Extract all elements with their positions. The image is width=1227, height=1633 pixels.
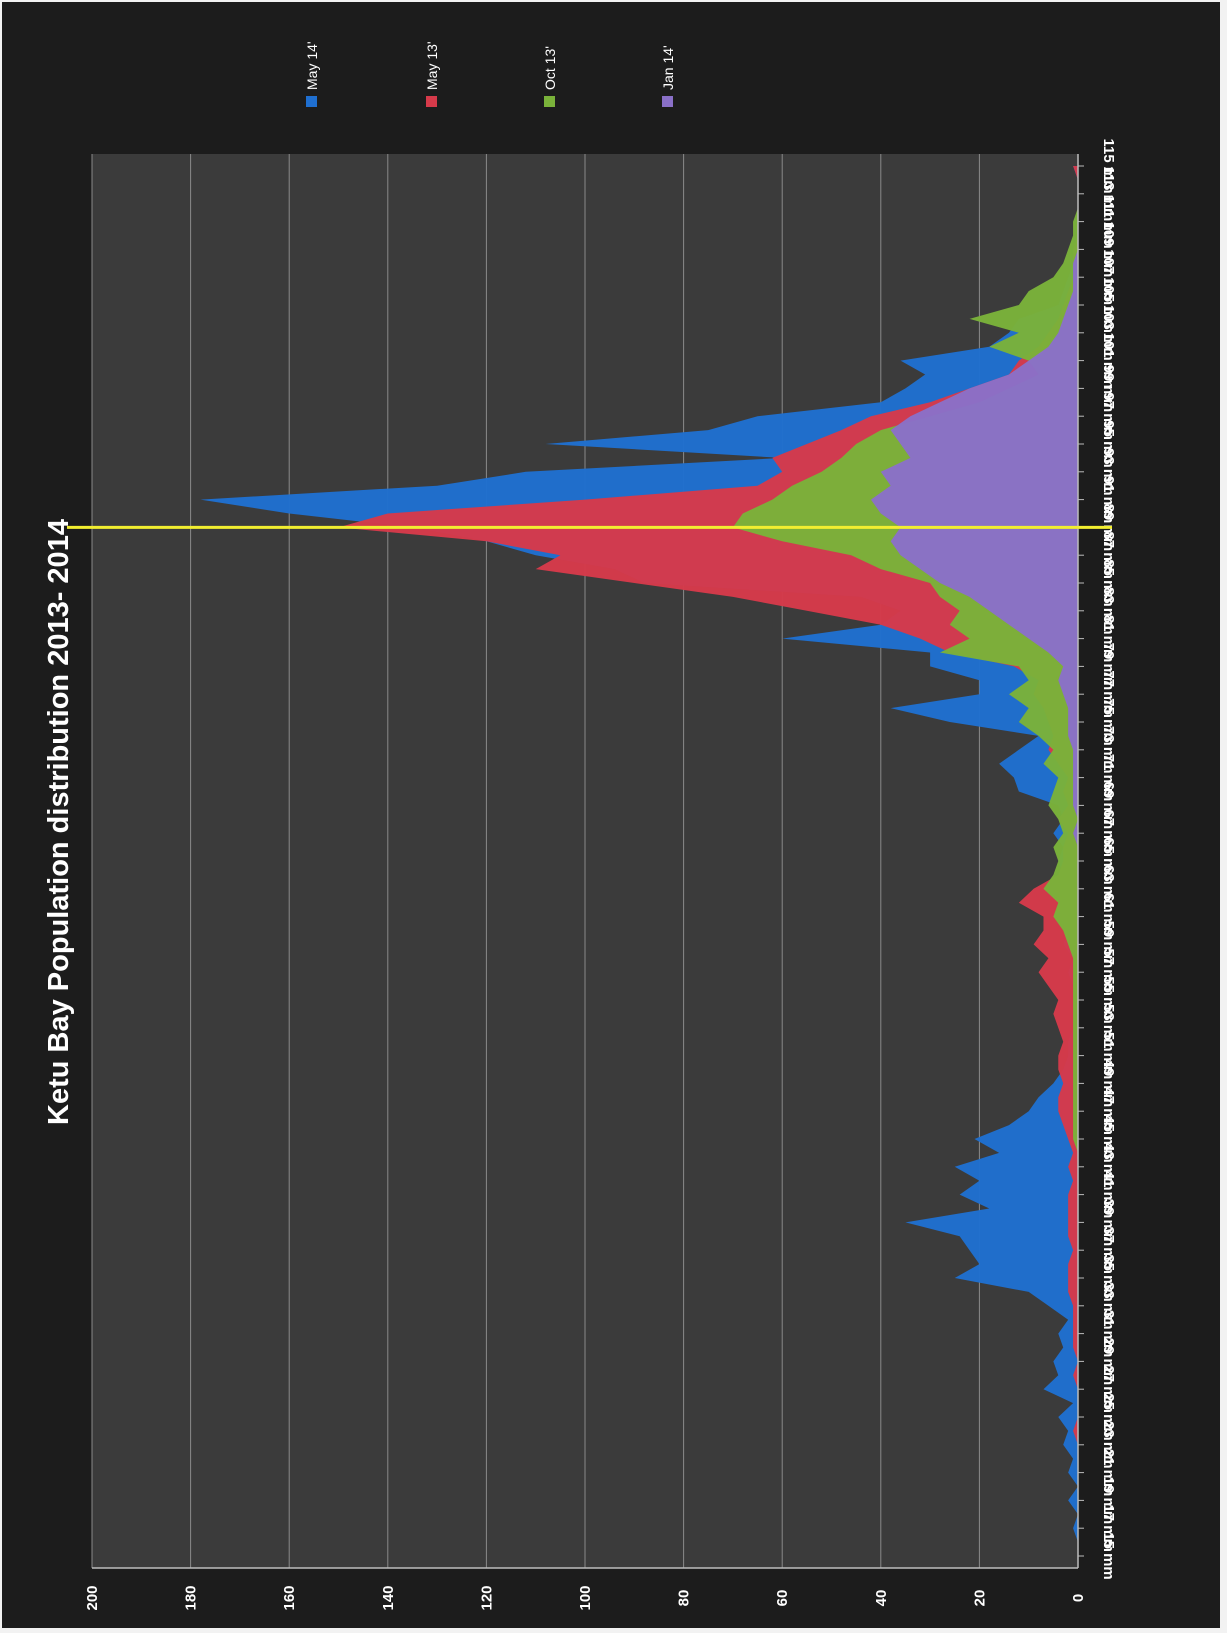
category-tick-label: 45 mm bbox=[1100, 1115, 1117, 1163]
category-tick-label: 49 mm bbox=[1100, 1060, 1117, 1108]
value-tick-label: 160 bbox=[281, 1585, 298, 1610]
category-tick-label: 65 mm bbox=[1100, 837, 1117, 885]
legend-swatch bbox=[426, 96, 437, 107]
category-tick-label: 17 mm bbox=[1100, 1504, 1117, 1552]
legend-entry-label: Oct 13' bbox=[542, 46, 558, 90]
legend-swatch bbox=[662, 96, 673, 107]
value-tick-label: 20 bbox=[971, 1590, 988, 1607]
chart-title: Ketu Bay Population distribution 2013- 2… bbox=[43, 519, 75, 1125]
category-tick-label: 93 mm bbox=[1100, 448, 1117, 496]
legend-swatch bbox=[544, 96, 555, 107]
value-tick-label: 80 bbox=[676, 1590, 693, 1607]
category-tick-label: 53 mm bbox=[1100, 1004, 1117, 1052]
category-tick-label: 29 mm bbox=[1100, 1338, 1117, 1386]
legend-entry-label: Jan 14' bbox=[660, 45, 676, 90]
category-tick-label: 111 mm bbox=[1100, 194, 1117, 248]
category-tick-label: 39 mm bbox=[1100, 1199, 1117, 1247]
category-tick-label: 105 mm bbox=[1100, 277, 1117, 333]
category-tick-label: 37 mm bbox=[1100, 1226, 1117, 1274]
category-tick-label: 51 mm bbox=[1100, 1032, 1117, 1080]
category-tick-label: 23 mm bbox=[1100, 1421, 1117, 1469]
value-tick-label: 40 bbox=[873, 1590, 890, 1607]
category-tick-label: 79 mm bbox=[1100, 643, 1117, 691]
category-tick-label: 43 mm bbox=[1100, 1143, 1117, 1191]
category-tick-label: 41 mm bbox=[1100, 1171, 1117, 1219]
category-tick-label: 75 mm bbox=[1100, 698, 1117, 746]
value-tick-label: 140 bbox=[380, 1585, 397, 1610]
category-tick-label: 67 mm bbox=[1100, 809, 1117, 857]
series-area-4 bbox=[870, 166, 1078, 1556]
category-tick-label: 77 mm bbox=[1100, 670, 1117, 718]
value-tick-label: 60 bbox=[774, 1590, 791, 1607]
category-tick-label: 87 mm bbox=[1100, 531, 1117, 579]
category-tick-label: 85 mm bbox=[1100, 559, 1117, 607]
category-tick-label: 33 mm bbox=[1100, 1282, 1117, 1330]
legend-entry-label: May 14' bbox=[304, 41, 320, 90]
category-tick-label: 55 mm bbox=[1100, 976, 1117, 1024]
category-tick-label: 115 mm bbox=[1100, 138, 1117, 193]
category-tick-label: 107 mm bbox=[1100, 249, 1117, 305]
category-tick-label: 73 mm bbox=[1100, 726, 1117, 774]
category-tick-label: 15 mm bbox=[1100, 1532, 1117, 1580]
category-tick-label: 113 mm bbox=[1100, 166, 1117, 221]
category-tick-label: 31 mm bbox=[1100, 1310, 1117, 1358]
category-tick-label: 83 mm bbox=[1100, 587, 1117, 635]
category-tick-label: 47 mm bbox=[1100, 1087, 1117, 1135]
category-tick-label: 99 mm bbox=[1100, 365, 1117, 413]
category-tick-label: 81 mm bbox=[1100, 615, 1117, 663]
category-tick-label: 97 mm bbox=[1100, 392, 1117, 440]
category-tick-label: 35 mm bbox=[1100, 1254, 1117, 1302]
category-tick-label: 69 mm bbox=[1100, 782, 1117, 830]
value-tick-label: 0 bbox=[1070, 1594, 1087, 1602]
category-tick-label: 103 mm bbox=[1100, 305, 1117, 361]
category-tick-label: 95 mm bbox=[1100, 420, 1117, 468]
legend-swatch bbox=[306, 96, 317, 107]
category-tick-label: 25 mm bbox=[1100, 1393, 1117, 1441]
value-tick-label: 120 bbox=[478, 1585, 495, 1610]
value-tick-label: 200 bbox=[84, 1585, 101, 1610]
category-tick-label: 61 mm bbox=[1100, 893, 1117, 941]
category-tick-label: 63 mm bbox=[1100, 865, 1117, 913]
category-tick-label: 59 mm bbox=[1100, 921, 1117, 969]
value-tick-label: 100 bbox=[577, 1585, 594, 1610]
category-tick-label: 19 mm bbox=[1100, 1477, 1117, 1525]
value-tick-label: 180 bbox=[183, 1585, 200, 1610]
category-tick-label: 109 mm bbox=[1100, 221, 1117, 277]
category-tick-label: 101 mm bbox=[1100, 333, 1117, 389]
category-tick-label: 57 mm bbox=[1100, 948, 1117, 996]
category-tick-label: 27 mm bbox=[1100, 1365, 1117, 1413]
category-tick-label: 71 mm bbox=[1100, 754, 1117, 802]
legend-entry-label: May 13' bbox=[424, 41, 440, 90]
category-tick-label: 91 mm bbox=[1100, 476, 1117, 524]
category-tick-label: 21 mm bbox=[1100, 1449, 1117, 1497]
